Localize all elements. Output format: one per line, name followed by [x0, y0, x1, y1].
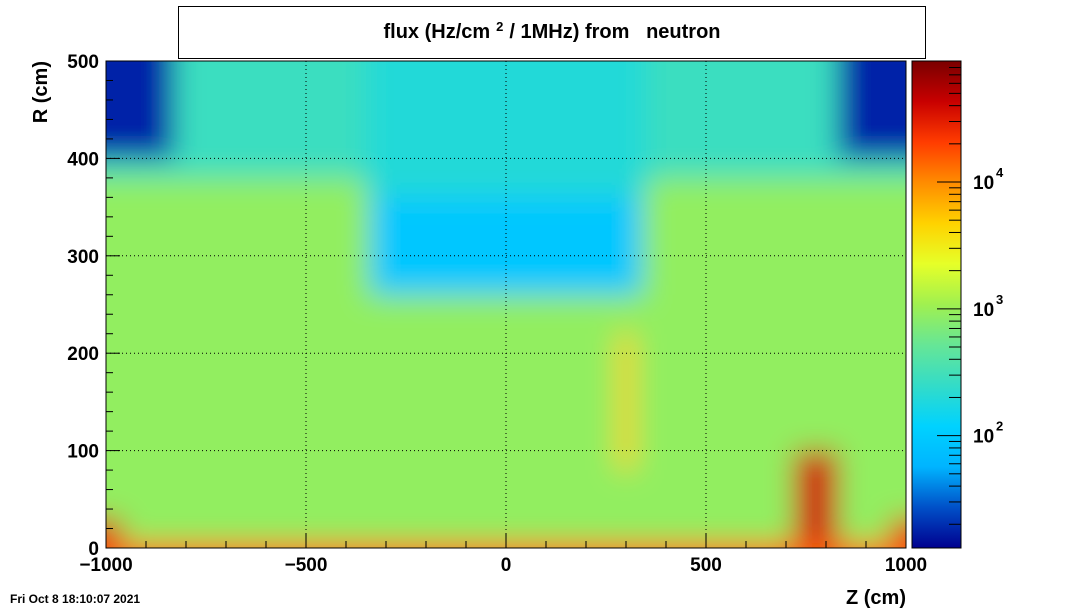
axis-ticks: −1000 −500 0 500 1000 0 100 200 300 400 500: [67, 52, 927, 576]
date-stamp: Fri Oct 8 18:10:07 2021: [10, 592, 141, 606]
y-axis-label: R (cm): [30, 61, 52, 123]
y-tick-label: 400: [67, 149, 99, 170]
colorbar-tick-exponent: 3: [996, 292, 1003, 307]
chart-title: flux (Hz/cm 2 / 1MHz) from neutron: [179, 7, 925, 58]
x-tick-label: −500: [285, 555, 328, 576]
y-tick-label: 300: [67, 247, 99, 268]
colorbar-tick-label: 10: [973, 173, 994, 194]
y-tick-label: 200: [67, 344, 99, 365]
grid-lines: [106, 61, 906, 548]
heat-region-hot-spot-right-base: [890, 518, 906, 548]
colorbar-tick-label: 10: [973, 427, 994, 448]
heat-region-corner-left: [106, 61, 174, 159]
x-tick-label: 1000: [885, 555, 927, 576]
title-superscript: 2: [496, 19, 504, 34]
x-tick-label: −1000: [79, 555, 132, 576]
x-tick-label: 500: [690, 555, 722, 576]
heat-region-hot-spot-right: [794, 450, 838, 548]
colorbar-tick-exponent: 4: [996, 165, 1004, 180]
title-suffix: / 1MHz) from neutron: [509, 21, 721, 43]
heat-region-central-top: [366, 61, 646, 198]
y-tick-label: 100: [67, 442, 99, 463]
heat-region-corner-right: [838, 61, 906, 159]
colorbar-gradient: [911, 60, 962, 549]
y-tick-label: 500: [67, 52, 99, 73]
y-tick-label: 0: [88, 539, 99, 560]
x-tick-label: 0: [501, 555, 512, 576]
colorbar-tick-label: 10: [973, 300, 994, 321]
heat-region-hot-spot-left-base: [106, 518, 122, 548]
heat-region-hot-stripe: [618, 333, 634, 471]
x-axis-label: Z (cm): [846, 587, 906, 609]
title-main: flux (Hz/cm: [383, 21, 491, 43]
colorbar-tick-exponent: 2: [996, 419, 1003, 434]
chart-title-box: flux (Hz/cm 2 / 1MHz) from neutron: [178, 6, 926, 59]
heat-region-central-dark-block: [370, 197, 642, 295]
